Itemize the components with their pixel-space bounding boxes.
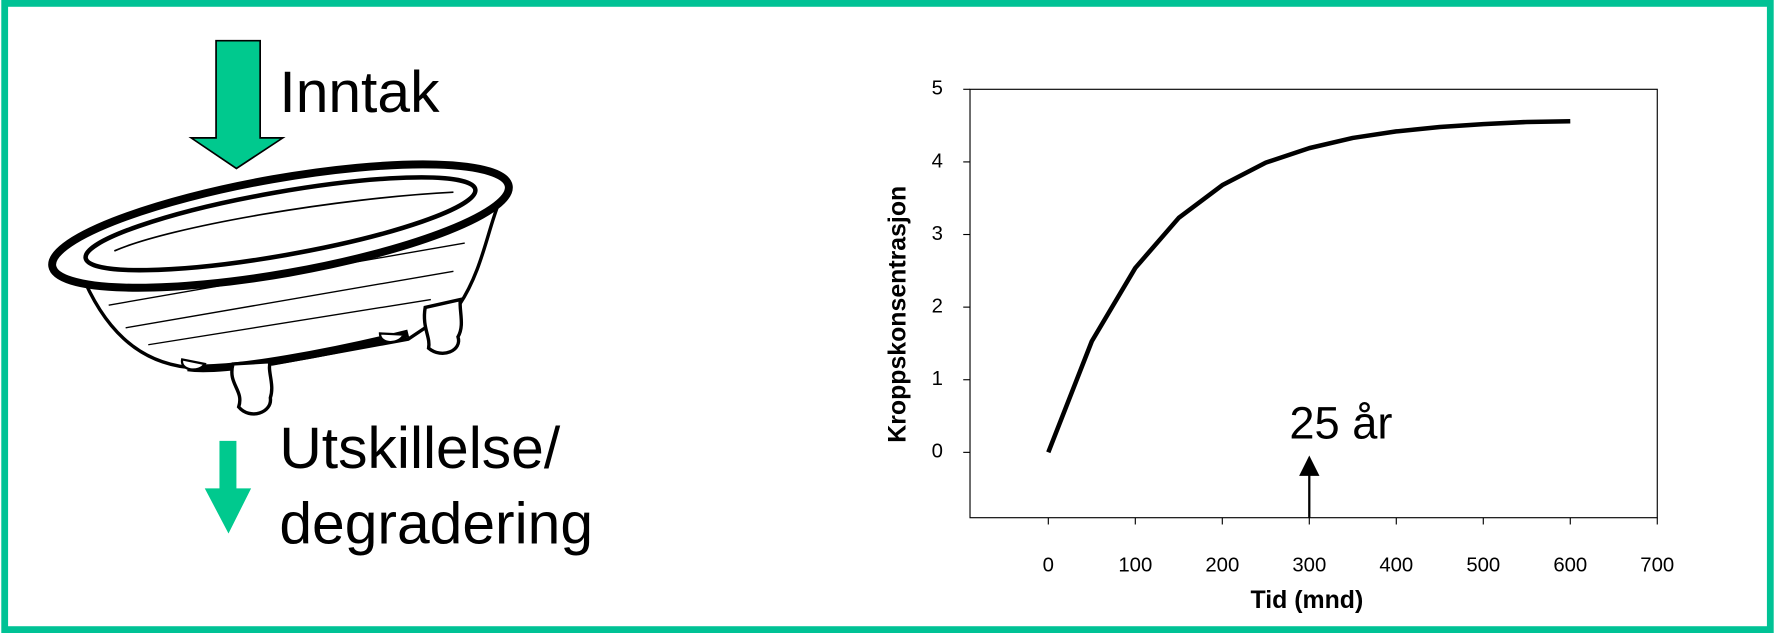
x-tick-label: 100	[1118, 555, 1152, 577]
slide: Inntak Utskillelse/ degradering Kroppsko…	[0, 0, 1775, 633]
x-tick-label: 600	[1553, 555, 1587, 577]
x-tick-label: 400	[1379, 555, 1413, 577]
y-tick-label: 4	[932, 150, 943, 172]
y-tick-label: 5	[932, 78, 943, 100]
annotation-label: 25 år	[1289, 398, 1392, 449]
y-tick-label: 0	[932, 441, 943, 463]
outflow-label: degradering	[279, 492, 593, 557]
x-tick-label: 500	[1466, 555, 1500, 577]
y-tick-label: 1	[932, 368, 943, 390]
x-tick-label: 300	[1292, 555, 1326, 577]
y-tick-label: 3	[932, 223, 943, 245]
outflow-label: Utskillelse/	[279, 416, 561, 481]
y-axis-label: Kroppskonsentrasjon	[884, 186, 912, 443]
x-tick-label: 200	[1205, 555, 1239, 577]
y-tick-label: 2	[932, 296, 943, 318]
x-axis-label: Tid (mnd)	[1250, 586, 1363, 614]
x-tick-label: 0	[1043, 555, 1054, 577]
inflow-label: Inntak	[279, 60, 440, 125]
x-tick-label: 700	[1640, 555, 1674, 577]
page: {"left_panel": {"inflow_label": "Inntak"…	[0, 0, 1775, 633]
